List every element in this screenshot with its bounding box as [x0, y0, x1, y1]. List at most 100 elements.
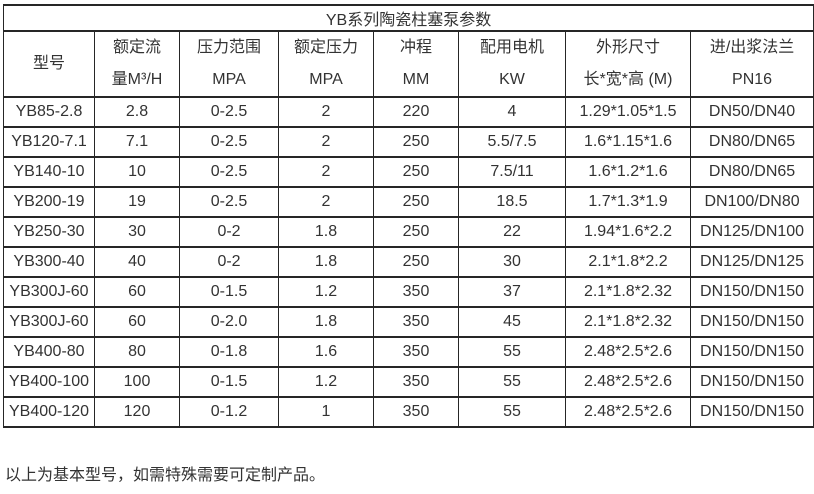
- table-cell: 2.48*2.5*2.6: [565, 396, 691, 428]
- table-cell: 0-1.5: [179, 276, 279, 308]
- table-cell: 250: [373, 216, 459, 248]
- column-header: 配用电机 KW: [458, 30, 566, 98]
- table-row: YB300J-60 60 0-2.0 1.8 350 45 2.1*1.8*2.32 DN15…: [3, 306, 814, 338]
- table-cell: 1.6*1.2*1.6: [565, 156, 691, 188]
- table-cell: 45: [458, 306, 566, 338]
- table-row: YB400-120 120 0-1.2 1 350 55 2.48*2.5*2.6 DN150…: [3, 396, 814, 428]
- column-header: 进/出浆法兰 PN16: [689, 30, 814, 98]
- table-cell: 60: [94, 306, 180, 338]
- table-row: YB140-10 10 0-2.5 2 250 7.5/11 1.6*1.2*1.6 DN80…: [3, 156, 814, 188]
- table-cell: 4: [458, 96, 566, 128]
- table-cell: YB400-100: [3, 366, 95, 398]
- table-cell: YB400-120: [3, 396, 95, 428]
- table-cell: DN80/DN65: [689, 126, 814, 158]
- column-header-line1: 冲程: [399, 39, 432, 56]
- column-header: 额定流 量M³/H: [94, 30, 180, 98]
- table-cell: 40: [94, 246, 180, 278]
- table-cell: 19: [94, 186, 180, 218]
- column-header: 外形尺寸长*宽*高 (M): [565, 30, 691, 98]
- table-cell: 100: [94, 366, 180, 398]
- table-cell: 30: [94, 216, 180, 248]
- table-cell: 55: [458, 366, 566, 398]
- column-header-line2: MM: [402, 71, 430, 88]
- column-header-line1: 型号: [32, 55, 65, 72]
- table-cell: 2: [278, 96, 374, 128]
- table-cell: DN150/DN150: [689, 396, 814, 428]
- table-cell: 250: [373, 246, 459, 278]
- table-body: YB85-2.8 2.8 0-2.5 2 220 4 1.29*1.05*1.5 DN50/D…: [3, 96, 814, 428]
- column-header-line1: 压力范围: [196, 39, 261, 56]
- table-cell: 0-2.5: [179, 96, 279, 128]
- table-cell: 1.8: [278, 216, 374, 248]
- column-header-line1: 进/出浆法兰: [709, 39, 795, 56]
- table-cell: 1.29*1.05*1.5: [565, 96, 691, 128]
- table-row: YB200-19 19 0-2.5 2 250 18.5 1.7*1.3*1.9 DN100/…: [3, 186, 814, 218]
- table-cell: 350: [373, 276, 459, 308]
- table-cell: 250: [373, 186, 459, 218]
- table-cell: 1.94*1.6*2.2: [565, 216, 691, 248]
- table-row: YB400-100 100 0-1.5 1.2 350 55 2.48*2.5*2.6 DN1…: [3, 366, 814, 398]
- table-cell: 2.48*2.5*2.6: [565, 336, 691, 368]
- table-cell: DN125/DN100: [689, 216, 814, 248]
- table-cell: 30: [458, 246, 566, 278]
- column-header: 型号: [3, 30, 95, 98]
- column-header-line2: MPA: [212, 71, 246, 88]
- table-cell: 350: [373, 306, 459, 338]
- table-cell: DN150/DN150: [689, 336, 814, 368]
- table-cell: 250: [373, 126, 459, 158]
- table-cell: 1.7*1.3*1.9: [565, 186, 691, 218]
- table-cell: 1.8: [278, 306, 374, 338]
- table-cell: 1.6: [278, 336, 374, 368]
- table-cell: 18.5: [458, 186, 566, 218]
- table-cell: YB250-30: [3, 216, 95, 248]
- table-row: YB120-7.1 7.1 0-2.5 2 250 5.5/7.5 1.6*1.15*1.6…: [3, 126, 814, 158]
- table-cell: 0-2.0: [179, 306, 279, 338]
- table-cell: DN50/DN40: [689, 96, 814, 128]
- table-cell: 1.2: [278, 276, 374, 308]
- table-cell: 0-1.5: [179, 366, 279, 398]
- table-cell: 1: [278, 396, 374, 428]
- table-row: YB400-80 80 0-1.8 1.6 350 55 2.48*2.5*2.6 DN150…: [3, 336, 814, 368]
- table-cell: 55: [458, 336, 566, 368]
- table-cell: DN125/DN125: [689, 246, 814, 278]
- table-cell: 1.8: [278, 246, 374, 278]
- table-cell: 22: [458, 216, 566, 248]
- column-header-line1: 额定压力: [293, 39, 358, 56]
- table-cell: 2.8: [94, 96, 180, 128]
- table-cell: 5.5/7.5: [458, 126, 566, 158]
- table-cell: 350: [373, 396, 459, 428]
- table-cell: 120: [94, 396, 180, 428]
- table-cell: 0-1.2: [179, 396, 279, 428]
- table-row: YB85-2.8 2.8 0-2.5 2 220 4 1.29*1.05*1.5 DN50/D…: [3, 96, 814, 128]
- table-cell: 350: [373, 336, 459, 368]
- table-cell: 0-2.5: [179, 126, 279, 158]
- table-cell: YB300J-60: [3, 276, 95, 308]
- table-cell: 2: [278, 156, 374, 188]
- table-cell: YB300J-60: [3, 306, 95, 338]
- column-header-line1: 外形尺寸: [595, 39, 660, 56]
- table-cell: YB300-40: [3, 246, 95, 278]
- column-header-line2: 长*宽*高 (M): [583, 71, 673, 88]
- footnote: 以上为基本型号，如需特殊需要可定制产品。: [5, 467, 326, 484]
- table-cell: YB400-80: [3, 336, 95, 368]
- table-cell: YB140-10: [3, 156, 95, 188]
- table-cell: 55: [458, 396, 566, 428]
- column-header-line2: 量M³/H: [111, 71, 163, 88]
- table-title: YB系列陶瓷柱塞泵参数: [2, 4, 814, 32]
- column-header-line2: PN16: [732, 71, 773, 88]
- column-header-line1: 配用电机: [479, 39, 544, 56]
- table-cell: DN150/DN150: [689, 306, 814, 338]
- table-cell: YB200-19: [3, 186, 95, 218]
- table-cell: 250: [373, 156, 459, 188]
- table-title-row: YB系列陶瓷柱塞泵参数: [2, 4, 814, 32]
- table-cell: 350: [373, 366, 459, 398]
- table-cell: DN150/DN150: [689, 366, 814, 398]
- table-cell: 80: [94, 336, 180, 368]
- table-cell: 60: [94, 276, 180, 308]
- table-cell: YB85-2.8: [3, 96, 95, 128]
- table-cell: DN150/DN150: [689, 276, 814, 308]
- table-cell: 1.6*1.15*1.6: [565, 126, 691, 158]
- table-cell: 0-1.8: [179, 336, 279, 368]
- table-cell: 7.5/11: [458, 156, 566, 188]
